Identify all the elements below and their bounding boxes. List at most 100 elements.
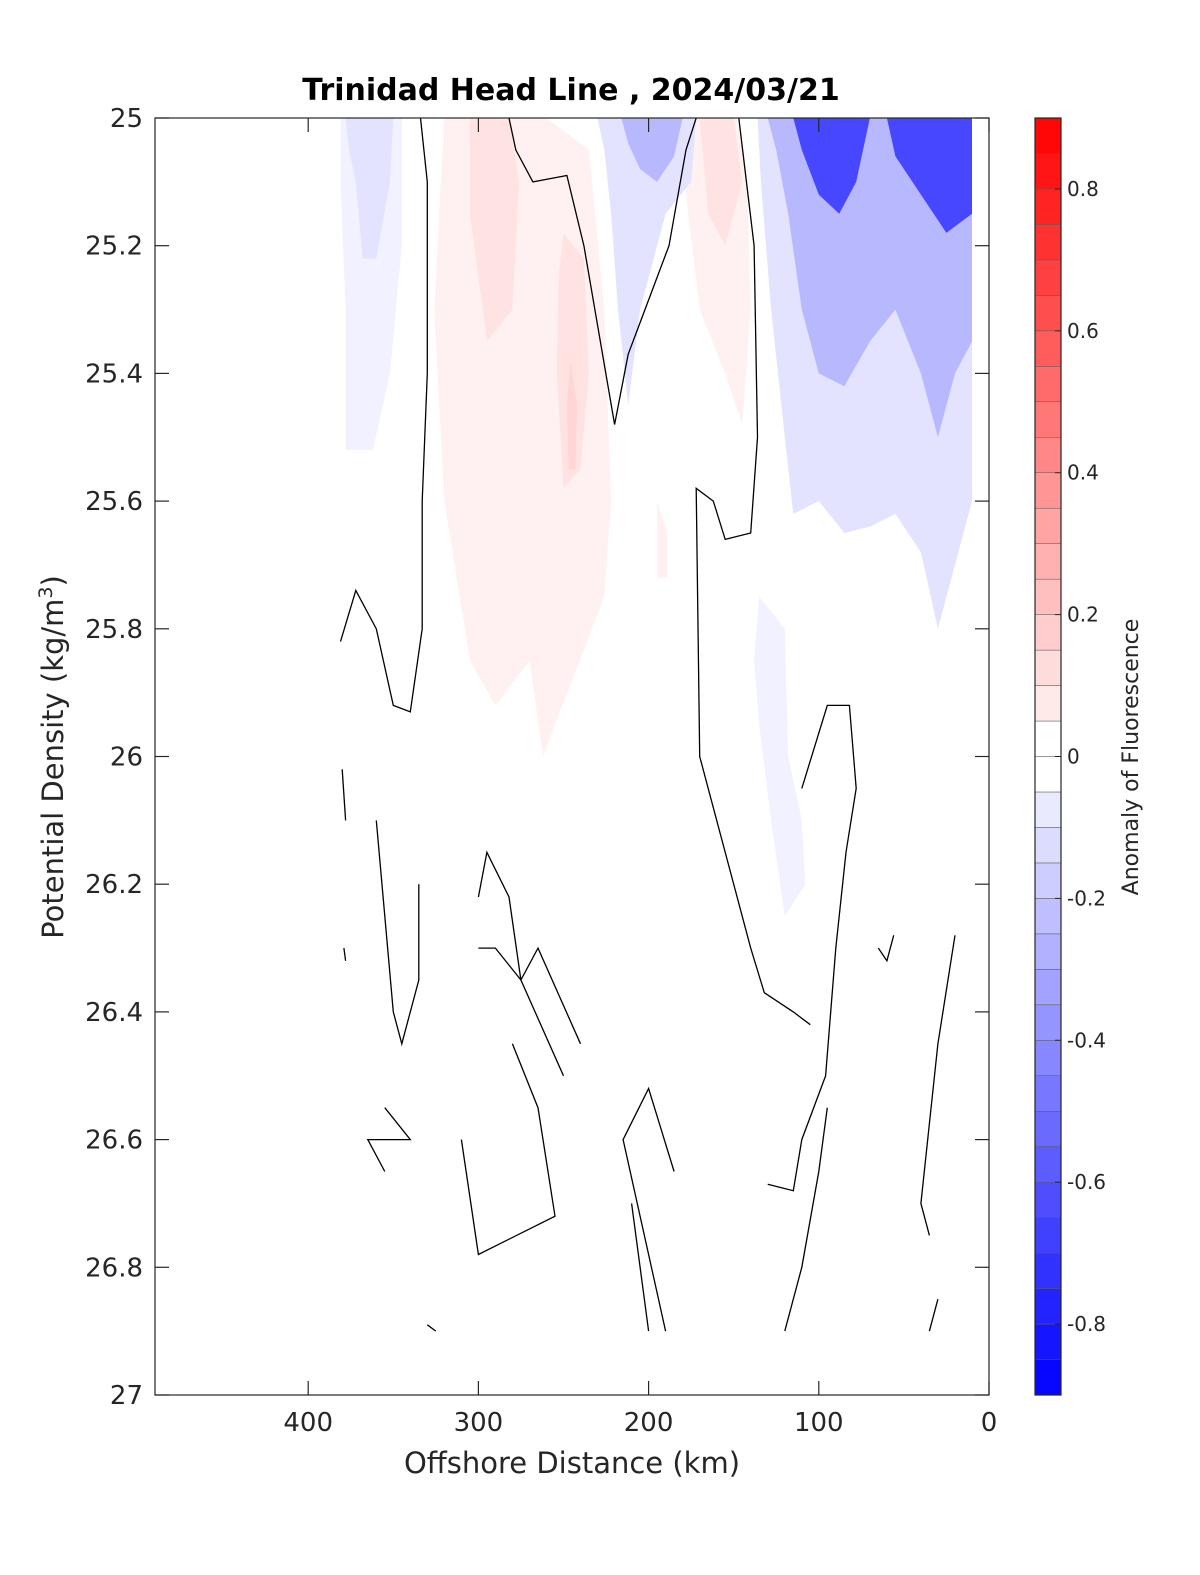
colorbar-tick-label: -0.2 — [1067, 886, 1106, 910]
y-tick-label: 26.6 — [85, 1126, 143, 1156]
x-tick-label: 0 — [981, 1408, 998, 1438]
colorbar-cell — [1034, 578, 1062, 615]
contour-line-15 — [784, 1107, 828, 1332]
colorbar: 0.8 0.6 0.4 0.2 0 -0.2 -0.4 -0.6 -0.8 Anomaly of… — [1034, 117, 1144, 1396]
contour-line-0 — [339, 118, 428, 713]
colorbar-tick-label: -0.4 — [1067, 1028, 1106, 1052]
fill-region-pos-mid-core — [469, 118, 520, 342]
fill-region-neg-trough — [597, 118, 697, 406]
colorbar-cell — [1034, 614, 1062, 651]
contour-line-16 — [426, 1324, 437, 1332]
fill-region-pos-small — [657, 501, 668, 578]
colorbar-cell — [1034, 366, 1062, 403]
colorbar-cell — [1034, 1217, 1062, 1254]
colorbar-cell — [1034, 153, 1062, 190]
colorbar-cell — [1034, 295, 1062, 332]
fill-region-neg-west-core — [345, 118, 394, 259]
contour-line-11 — [630, 1203, 650, 1332]
colorbar-cell — [1034, 1359, 1062, 1396]
colorbar-tick-label: 0.8 — [1067, 177, 1099, 201]
x-tick-label: 300 — [454, 1408, 504, 1438]
contour-line-5 — [343, 948, 347, 961]
x-axis-ticks: 400 300 200 100 0 — [283, 118, 997, 1438]
colorbar-tick-label: 0.2 — [1067, 603, 1099, 627]
colorbar-cell — [1034, 259, 1062, 296]
plot-area — [154, 117, 990, 1396]
contour-line-4 — [341, 769, 347, 821]
colorbar-cell — [1034, 330, 1062, 367]
colorbar-tick-label: -0.6 — [1067, 1170, 1106, 1194]
contour-line-13 — [877, 935, 895, 963]
contour-line-8 — [520, 946, 582, 1077]
y-tick-label: 25.8 — [85, 615, 143, 645]
colorbar-cell — [1034, 1288, 1062, 1325]
colorbar-cell — [1034, 1181, 1062, 1218]
fill-region-neg-trough-core — [621, 118, 683, 182]
y-tick-label: 25.6 — [85, 487, 143, 517]
colorbar-label: Anomaly of Fluorescence — [1119, 619, 1144, 896]
fill-region-pos-mid-core-3 — [566, 360, 578, 470]
chart-title: Trinidad Head Line , 2024/03/21 — [302, 73, 839, 108]
y-axis-label: Potential Density (kg/m3) — [35, 575, 70, 939]
colorbar-cell — [1034, 224, 1062, 261]
fill-region-neg-deep — [754, 596, 806, 917]
y-tick-label: 26.8 — [85, 1253, 143, 1283]
colorbar-cell — [1034, 117, 1062, 154]
contour-line-3 — [767, 704, 857, 1192]
y-tick-label: 26.4 — [85, 998, 143, 1028]
x-axis-label: Offshore Distance (km) — [404, 1446, 740, 1480]
y-tick-label: 26 — [110, 743, 143, 773]
colorbar-cell — [1034, 507, 1062, 544]
y-tick-label: 27 — [110, 1381, 143, 1411]
colorbar-cell — [1034, 862, 1062, 899]
colorbar-tick-label: 0 — [1067, 745, 1080, 769]
colorbar-cell — [1034, 1252, 1062, 1289]
fill-region-neg-coast-core-2 — [886, 118, 972, 233]
y-tick-label: 25.4 — [85, 359, 143, 389]
x-tick-label: 400 — [283, 1408, 333, 1438]
colorbar-cell — [1034, 1075, 1062, 1112]
y-tick-label: 25.2 — [85, 232, 143, 262]
contour-lines — [339, 118, 956, 1332]
contour-line-10 — [366, 1107, 412, 1172]
colorbar-cell — [1034, 898, 1062, 935]
y-axis-label-close: ) — [36, 575, 70, 586]
y-axis-label-sup: 3 — [35, 586, 57, 598]
contour-line-12 — [622, 1086, 675, 1332]
contour-line-1 — [508, 118, 697, 425]
colorbar-tick-label: -0.8 — [1067, 1312, 1106, 1336]
colorbar-cell — [1034, 1323, 1062, 1360]
fill-region-neg-coast-mid — [767, 118, 972, 438]
fill-region-pos-mid-core-2 — [556, 232, 589, 489]
colorbar-cell — [1034, 791, 1062, 828]
colorbar-cell — [1034, 401, 1062, 438]
colorbar-tick-label: 0.6 — [1067, 319, 1099, 343]
colorbar-cell — [1034, 933, 1062, 970]
contour-line-2 — [695, 118, 811, 1026]
colorbar-cell — [1034, 472, 1062, 509]
colorbar-cell — [1034, 1110, 1062, 1147]
filled-contours — [340, 118, 972, 917]
colorbar-cell — [1034, 1004, 1062, 1041]
colorbar-cell — [1034, 685, 1062, 722]
y-axis-ticks: 25 25.2 25.4 25.6 25.8 26 26.2 26.4 26.6 26.8 27 — [85, 104, 989, 1411]
colorbar-cell — [1034, 649, 1062, 686]
colorbar-ticks: 0.8 0.6 0.4 0.2 0 -0.2 -0.4 -0.6 -0.8 — [1055, 177, 1106, 1336]
colorbar-cell — [1034, 756, 1062, 793]
colorbar-cell — [1034, 437, 1062, 473]
colorbar-cell — [1034, 720, 1062, 757]
colorbar-cell — [1034, 543, 1062, 580]
x-tick-label: 100 — [794, 1408, 844, 1438]
y-axis-label-main: Potential Density (kg/m — [36, 599, 70, 939]
colorbar-cell — [1034, 1146, 1062, 1183]
colorbar-cell — [1034, 1040, 1062, 1077]
fill-region-pos-east-core — [699, 118, 743, 246]
colorbar-cell — [1034, 827, 1062, 864]
colorbar-tick-label: 0.4 — [1067, 461, 1099, 485]
contour-line-7 — [477, 850, 522, 983]
contour-line-17 — [928, 1299, 939, 1332]
contour-line-14 — [920, 935, 956, 1236]
colorbar-cell — [1034, 188, 1062, 225]
y-tick-label: 26.2 — [85, 870, 143, 900]
